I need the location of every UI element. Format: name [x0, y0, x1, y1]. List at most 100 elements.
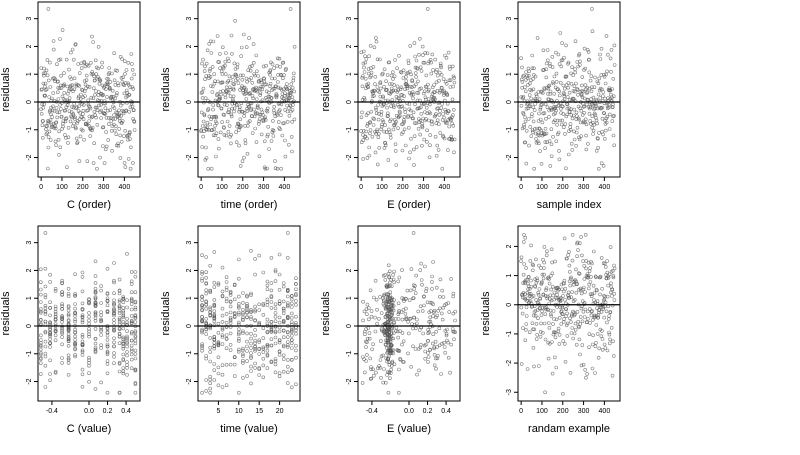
data-point	[112, 280, 116, 285]
data-point	[132, 108, 136, 112]
data-point	[561, 289, 566, 294]
data-point	[48, 300, 52, 305]
x-tick-label: 200	[557, 408, 569, 415]
data-point	[397, 367, 401, 372]
data-point	[249, 307, 253, 312]
data-point	[257, 366, 262, 370]
data-point	[41, 81, 46, 86]
data-point	[292, 99, 296, 103]
data-point	[125, 337, 129, 342]
data-point	[285, 231, 290, 235]
data-point	[242, 155, 246, 160]
data-point	[603, 300, 608, 305]
data-point	[379, 354, 384, 359]
data-point	[555, 132, 560, 137]
data-point	[87, 327, 91, 331]
data-point	[73, 115, 77, 120]
data-point	[282, 73, 286, 77]
data-point	[121, 315, 126, 320]
data-point	[69, 77, 74, 81]
data-point	[554, 80, 559, 84]
data-point	[259, 107, 264, 112]
data-point	[437, 326, 442, 331]
data-point	[414, 273, 419, 278]
data-point	[271, 87, 275, 91]
data-point	[274, 95, 279, 100]
data-point	[592, 85, 597, 89]
data-point	[112, 308, 116, 312]
data-point	[375, 321, 379, 326]
data-point	[275, 64, 279, 68]
data-point	[204, 389, 208, 393]
data-point	[397, 53, 401, 58]
data-point	[99, 313, 103, 318]
data-point	[426, 82, 430, 87]
data-point	[391, 351, 395, 356]
data-point	[557, 157, 562, 162]
data-point	[68, 87, 72, 91]
data-point	[215, 34, 220, 38]
data-point	[62, 82, 67, 87]
data-point	[419, 278, 424, 282]
data-point	[387, 130, 392, 135]
x-axis-label: C (value)	[67, 423, 112, 435]
data-point	[540, 330, 545, 335]
data-point	[38, 287, 43, 292]
data-point	[289, 385, 294, 390]
data-point	[409, 136, 413, 141]
data-point	[540, 102, 544, 107]
data-point	[282, 91, 287, 95]
data-point	[80, 289, 85, 294]
data-point	[442, 340, 446, 345]
data-point	[606, 52, 610, 57]
data-point	[567, 269, 572, 274]
data-point	[218, 52, 222, 56]
data-point	[559, 322, 564, 326]
data-point	[133, 300, 138, 305]
data-point	[611, 77, 616, 81]
data-point	[440, 288, 445, 293]
data-point	[360, 381, 365, 385]
data-point	[589, 89, 594, 94]
data-point	[270, 128, 275, 132]
data-point	[212, 280, 217, 285]
data-point	[612, 43, 617, 48]
data-point	[568, 283, 573, 288]
data-point	[253, 328, 257, 332]
y-tick-label: -3	[506, 389, 513, 395]
data-point	[109, 129, 114, 133]
data-point	[273, 335, 278, 340]
data-point	[80, 307, 85, 311]
data-point	[104, 144, 109, 149]
data-point	[77, 159, 82, 163]
data-point	[382, 84, 386, 89]
data-point	[400, 268, 404, 272]
data-point	[402, 107, 407, 112]
data-point	[265, 343, 270, 348]
data-point	[600, 116, 605, 121]
data-point	[257, 352, 262, 356]
data-point	[580, 75, 585, 79]
data-point	[253, 257, 257, 261]
data-point	[232, 109, 236, 114]
data-point	[129, 330, 134, 334]
data-point	[277, 371, 282, 376]
data-point	[391, 88, 396, 93]
data-point	[204, 156, 209, 160]
data-point	[579, 306, 584, 311]
data-point	[595, 332, 600, 336]
data-point	[83, 94, 87, 98]
data-point	[581, 287, 585, 292]
data-point	[406, 319, 410, 324]
data-point	[411, 96, 415, 101]
data-point	[549, 127, 554, 131]
data-point	[66, 135, 71, 140]
data-point	[43, 93, 47, 98]
data-point	[117, 304, 122, 309]
data-point	[93, 274, 98, 278]
data-point	[220, 385, 225, 389]
data-point	[583, 66, 588, 71]
data-point	[116, 141, 120, 146]
data-point	[224, 336, 229, 341]
data-point	[216, 355, 221, 360]
